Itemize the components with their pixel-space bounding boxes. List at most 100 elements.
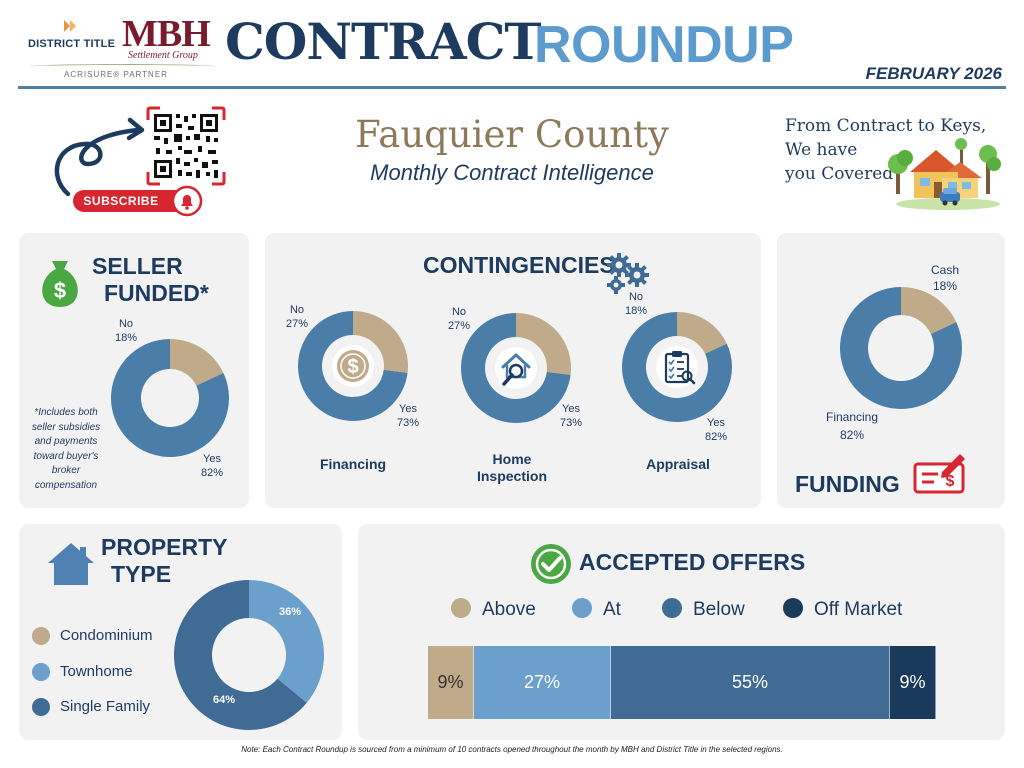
- footnote-line: seller subsidies: [31, 421, 101, 433]
- donut-slice-no: [516, 313, 571, 375]
- subscribe-button[interactable]: [73, 185, 205, 217]
- legend-swatch: [662, 598, 682, 618]
- seller-no-label: No 18%: [108, 317, 144, 345]
- contingencies-heading: CONTINGENCIES: [423, 252, 615, 278]
- bar-segment-at: 27%: [474, 646, 611, 719]
- legend-swatch: [32, 627, 50, 646]
- donut-slice-yes: [622, 312, 732, 422]
- bar-segment-label: 9%: [437, 672, 464, 692]
- legend-swatch: [32, 698, 50, 717]
- footnote-line: *Includes both: [34, 407, 98, 418]
- bar-segment-label: 9%: [899, 672, 926, 692]
- slice-label: Cash: [930, 263, 959, 277]
- house-illustration-icon: [888, 138, 1001, 210]
- legend-label: Below: [693, 599, 745, 620]
- seller-footnote: *Includes both seller subsidies and paym…: [26, 406, 106, 493]
- funding-donut: [840, 287, 962, 409]
- slice-value: 18%: [114, 332, 138, 344]
- home-inspection-contingency-donut: [461, 313, 571, 423]
- legend-label: Townhome: [60, 663, 133, 680]
- money-bag-icon: $: [42, 261, 78, 307]
- subscribe-label[interactable]: SUBSCRIBE: [83, 194, 159, 208]
- svg-text:$: $: [54, 278, 66, 303]
- accepted-offers-stacked-bar: 9% 27% 55% 9%: [428, 646, 936, 719]
- single-family-value: 64%: [212, 694, 236, 706]
- header-divider: [18, 86, 1006, 89]
- title-roundup: ROUNDUP: [534, 16, 794, 74]
- slice-value: 73%: [559, 417, 583, 429]
- donut-slice-single-family: [174, 580, 307, 730]
- tagline-line: From Contract to Keys,: [785, 116, 987, 136]
- legend-label: Above: [482, 599, 536, 620]
- donut-slice-no: [677, 312, 727, 354]
- slice-value: 82%: [200, 467, 224, 479]
- subscribe-qr-area[interactable]: SUBSCRIBE: [46, 106, 246, 218]
- home-inspection-yes-label: Yes 73%: [556, 402, 586, 430]
- seller-funded-heading-line1: SELLER: [92, 253, 183, 279]
- svg-text:$: $: [347, 356, 358, 378]
- legend-single-family: Single Family: [32, 698, 150, 717]
- brand-logos: DISTRICT TITLE MBH Settlement Group ACRI…: [28, 13, 218, 84]
- footnote-line: and payments: [34, 436, 98, 447]
- legend-label: At: [603, 599, 621, 620]
- report-month: FEBRUARY 2026: [865, 64, 1002, 83]
- property-type-donut: [174, 580, 324, 730]
- checkmark-circle-icon: [531, 544, 571, 584]
- funding-heading: FUNDING: [795, 471, 900, 497]
- funding-cash-label: Cash 18%: [920, 262, 970, 294]
- slice-label: Yes: [562, 403, 580, 415]
- slice-label: No: [118, 318, 134, 330]
- arrow-icon: [54, 117, 145, 197]
- financing-no-label: No 27%: [282, 303, 312, 331]
- legend-swatch: [783, 598, 803, 618]
- appraisal-category: Appraisal: [646, 456, 710, 472]
- tagline-line: you Covered: [785, 164, 894, 184]
- donut-slice-cash: [901, 287, 957, 334]
- district-title-logo-icon: [64, 20, 76, 32]
- legend-off-market: Off Market: [783, 598, 902, 621]
- clipboard-checklist-icon: [656, 346, 698, 388]
- pen-icon: [941, 454, 965, 478]
- qr-code-icon[interactable]: [146, 106, 226, 186]
- donut-slice-no: [353, 311, 408, 373]
- appraisal-yes-label: Yes 82%: [701, 416, 731, 444]
- townhome-value: 36%: [278, 606, 302, 618]
- bar-segment-label: 55%: [731, 672, 769, 692]
- property-type-heading-line1: PROPERTY: [101, 534, 228, 560]
- acrisure-partner-text: ACRISURE® PARTNER: [64, 70, 168, 79]
- logo-swoosh: [30, 64, 215, 69]
- gears-icon: [607, 253, 649, 294]
- house-icon: [48, 543, 94, 585]
- slice-value: 27%: [447, 320, 471, 332]
- slice-label: No: [289, 304, 305, 316]
- property-type-heading-line2: TYPE: [111, 561, 172, 587]
- legend-condominium: Condominium: [32, 627, 153, 646]
- financing-yes-label: Yes 73%: [393, 402, 423, 430]
- funding-panel: [777, 233, 1005, 508]
- bell-icon: [181, 195, 193, 206]
- appraisal-no-label: No 18%: [621, 290, 651, 318]
- slice-value: 82%: [704, 431, 728, 443]
- slice-value: 18%: [624, 305, 648, 317]
- donut-slice-yes: [298, 311, 408, 421]
- legend-swatch: [572, 598, 592, 618]
- slice-label: No: [451, 306, 467, 318]
- slice-value: 73%: [396, 417, 420, 429]
- svg-text:$: $: [946, 473, 955, 490]
- category-line: Inspection: [476, 468, 547, 484]
- bar-segment-label: 27%: [523, 672, 561, 692]
- seller-funded-heading-line2: FUNDED*: [104, 280, 209, 306]
- county-name: Fauquier County: [355, 113, 669, 156]
- slice-label: No: [628, 291, 644, 303]
- footer-note: Note: Each Contract Roundup is sourced f…: [241, 745, 783, 754]
- financing-contingency-donut: [298, 311, 408, 421]
- accepted-offers-heading: ACCEPTED OFFERS: [579, 549, 806, 575]
- dollar-coin-icon: $: [332, 345, 374, 387]
- slice-value: 27%: [285, 318, 309, 330]
- bar-segment-above: 9%: [428, 646, 474, 719]
- donut-slice-yes: [461, 313, 571, 423]
- legend-above: Above: [451, 598, 536, 621]
- slice-label: Yes: [203, 453, 221, 465]
- footnote-line: broker: [51, 465, 81, 476]
- donut-slice-no: [170, 339, 224, 386]
